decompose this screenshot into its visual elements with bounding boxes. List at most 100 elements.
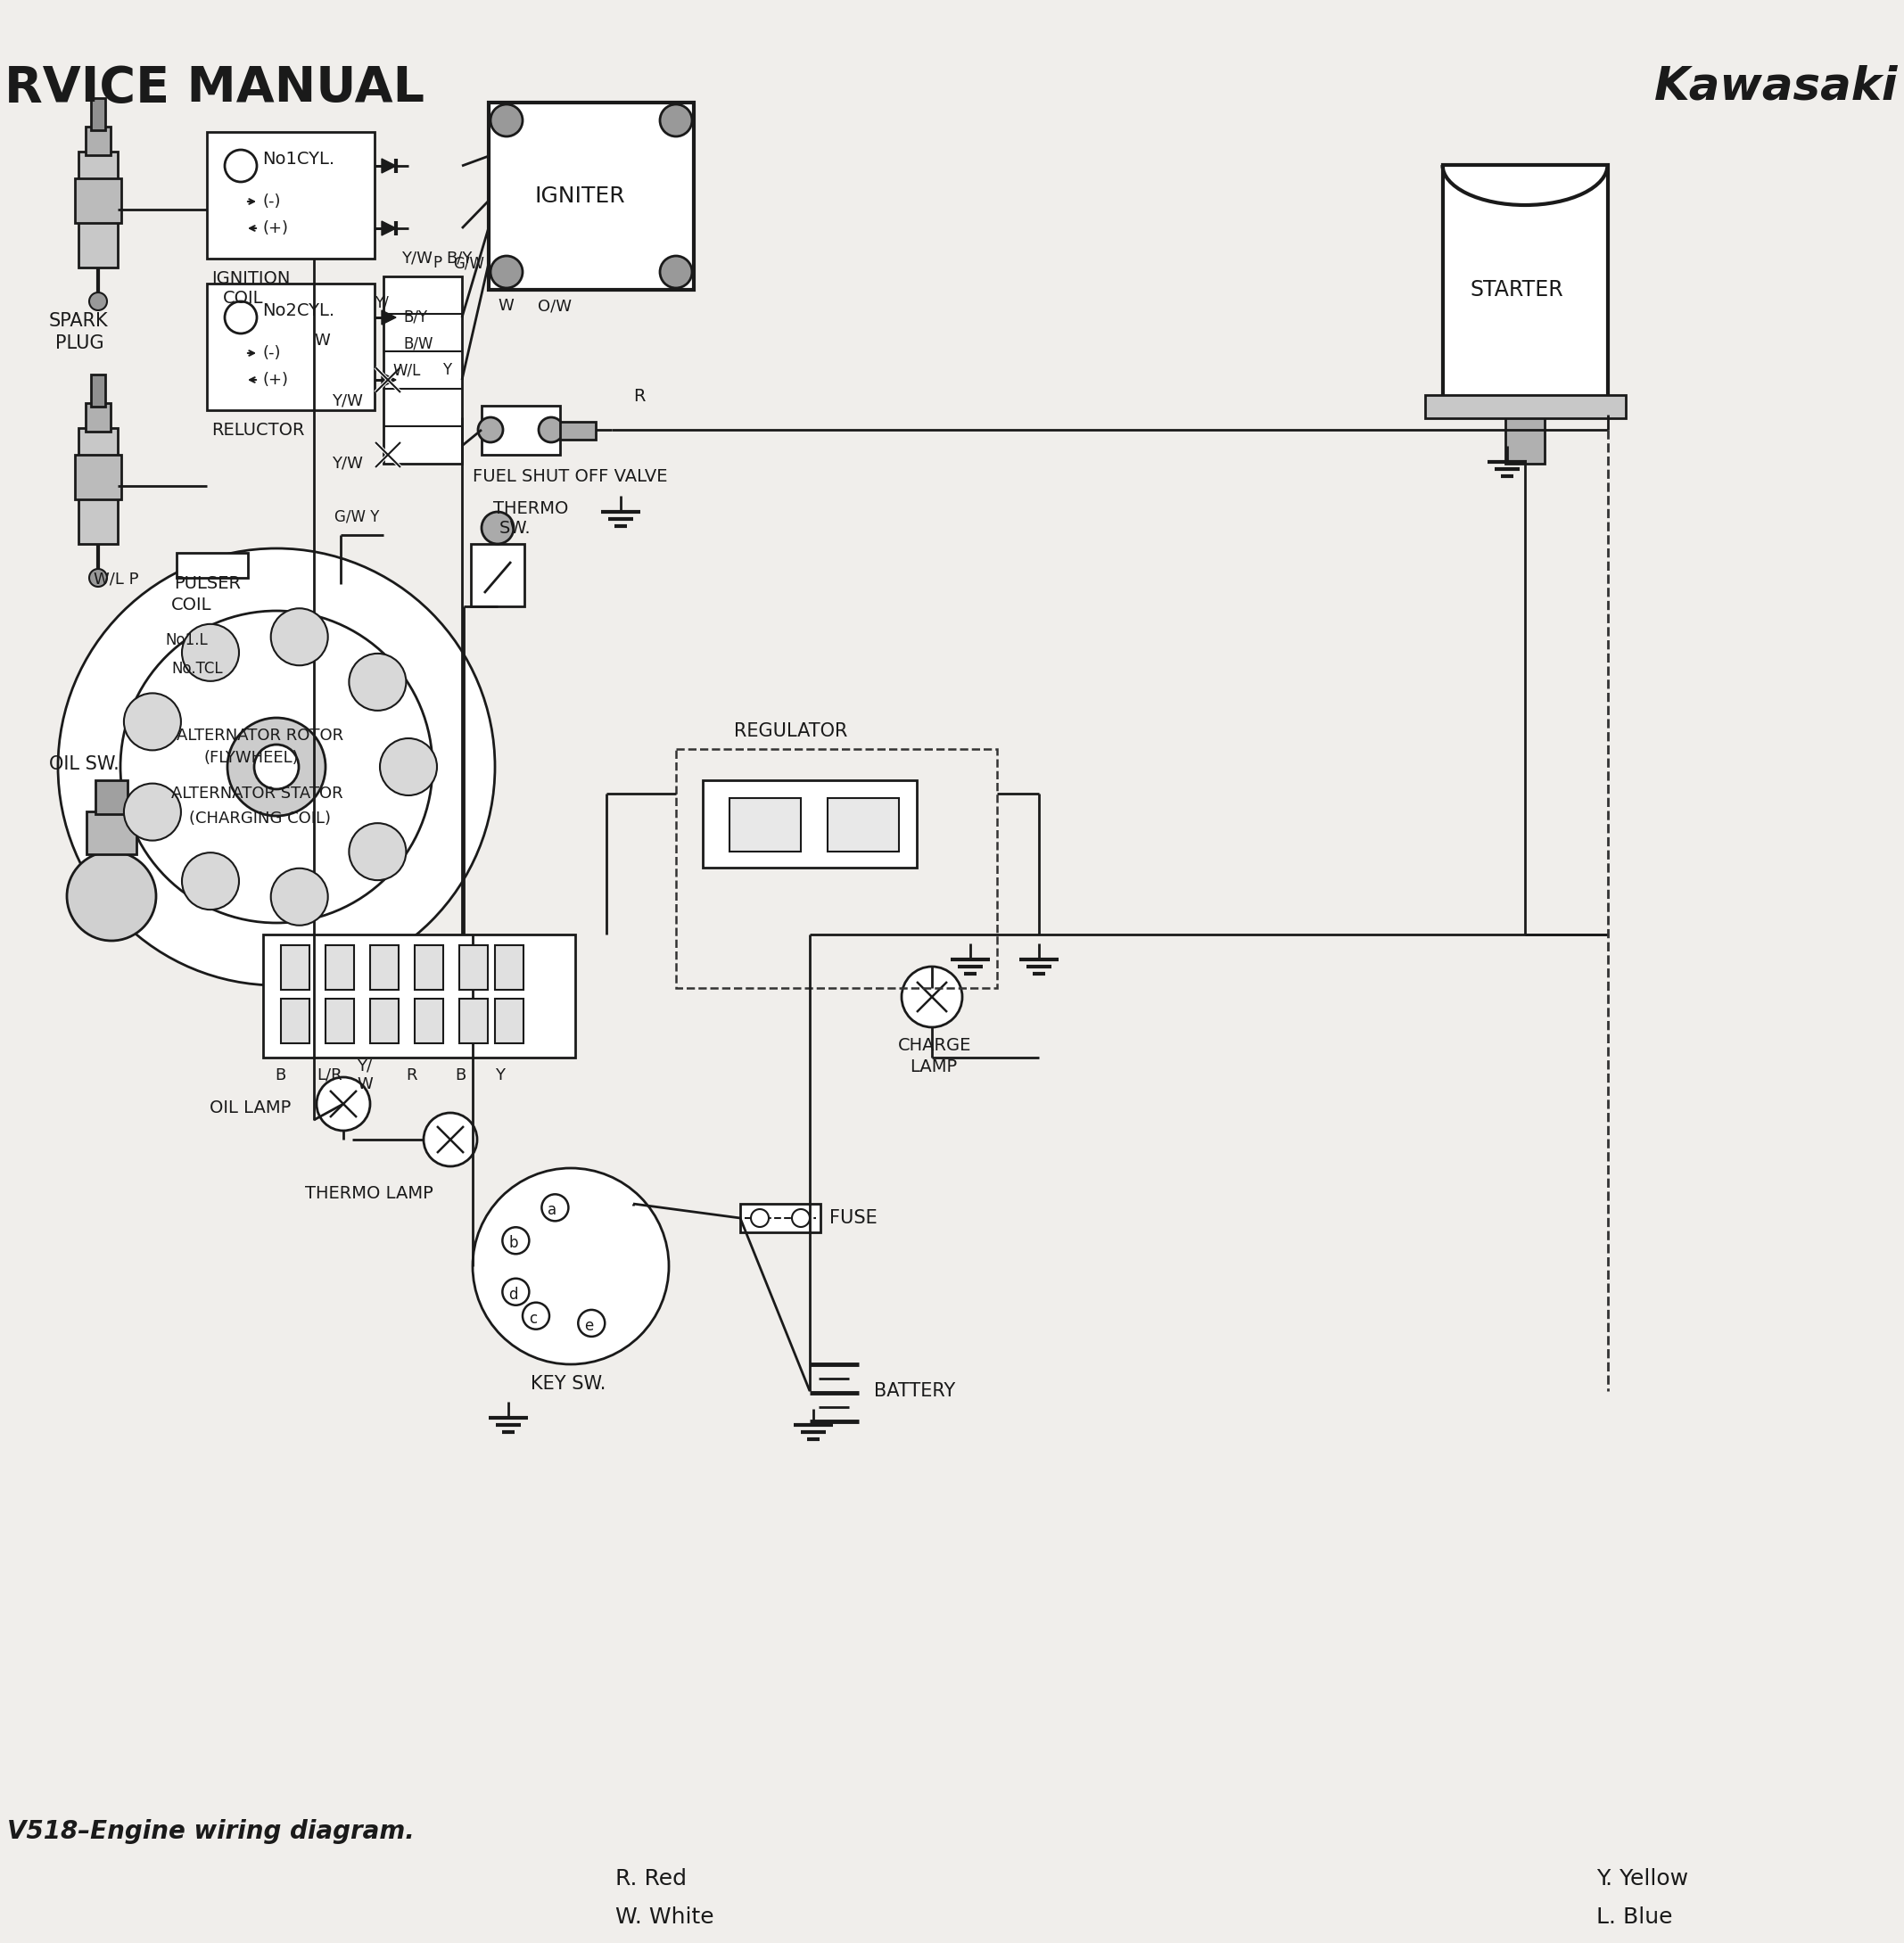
- Circle shape: [124, 783, 181, 841]
- Text: W: W: [314, 332, 329, 348]
- Bar: [91, 375, 105, 406]
- Text: Y. Yellow: Y. Yellow: [1596, 1867, 1689, 1889]
- Circle shape: [124, 694, 181, 750]
- Text: PLUG: PLUG: [55, 334, 105, 352]
- Text: B/W: B/W: [404, 336, 432, 352]
- Text: P: P: [432, 255, 442, 272]
- Circle shape: [270, 869, 327, 925]
- Text: Y/W: Y/W: [402, 251, 432, 266]
- Text: KEY SW.: KEY SW.: [531, 1376, 605, 1393]
- Text: B/Y: B/Y: [404, 309, 426, 324]
- Text: d: d: [508, 1286, 518, 1302]
- Bar: [383, 276, 463, 464]
- Circle shape: [57, 548, 495, 985]
- Bar: [282, 999, 310, 1043]
- Text: FUSE: FUSE: [830, 1209, 878, 1226]
- Text: W: W: [497, 297, 514, 315]
- Text: L/R: L/R: [316, 1067, 343, 1084]
- Text: W. White: W. White: [615, 1906, 714, 1927]
- Text: PULSER: PULSER: [173, 575, 240, 593]
- Circle shape: [482, 511, 514, 544]
- Bar: [282, 944, 310, 989]
- Bar: [208, 132, 375, 258]
- Text: e: e: [585, 1317, 594, 1335]
- Circle shape: [579, 1310, 605, 1337]
- Text: THERMO: THERMO: [493, 499, 569, 517]
- Circle shape: [227, 717, 326, 816]
- Text: W/L: W/L: [392, 361, 421, 379]
- Bar: [495, 999, 524, 1043]
- Text: Y: Y: [442, 361, 451, 379]
- Text: O/W: O/W: [537, 297, 571, 315]
- Text: OIL LAMP: OIL LAMP: [209, 1100, 291, 1117]
- Circle shape: [120, 610, 432, 923]
- Circle shape: [89, 569, 107, 587]
- Text: SPARK: SPARK: [50, 313, 109, 330]
- Bar: [470, 544, 524, 606]
- Circle shape: [491, 105, 522, 136]
- Polygon shape: [381, 159, 396, 173]
- Text: (+): (+): [263, 371, 288, 389]
- Circle shape: [522, 1302, 550, 1329]
- Circle shape: [792, 1209, 809, 1226]
- Text: No1CYL.: No1CYL.: [263, 150, 335, 167]
- Text: IGNITION: IGNITION: [211, 270, 289, 288]
- Text: (-): (-): [263, 346, 280, 361]
- Text: G/W Y: G/W Y: [335, 509, 379, 525]
- Bar: [177, 554, 248, 577]
- Circle shape: [661, 256, 691, 288]
- Circle shape: [503, 1228, 529, 1253]
- Circle shape: [225, 301, 257, 334]
- Circle shape: [183, 624, 240, 682]
- Text: COIL: COIL: [223, 290, 263, 307]
- Bar: [1506, 414, 1544, 464]
- Text: (CHARGING COIL): (CHARGING COIL): [188, 810, 331, 826]
- Text: W/L P: W/L P: [93, 571, 139, 587]
- Text: CHARGE: CHARGE: [899, 1038, 971, 1055]
- Text: G/W: G/W: [453, 255, 484, 272]
- Circle shape: [348, 653, 406, 711]
- Text: LAMP: LAMP: [910, 1059, 958, 1074]
- Text: SW.: SW.: [499, 519, 531, 536]
- Circle shape: [89, 293, 107, 311]
- Bar: [326, 999, 354, 1043]
- Circle shape: [661, 105, 691, 136]
- Bar: [1443, 165, 1607, 414]
- Bar: [86, 126, 110, 155]
- Bar: [1424, 394, 1626, 418]
- Circle shape: [902, 966, 962, 1028]
- Text: ALTERNATOR STATOR: ALTERNATOR STATOR: [171, 785, 343, 802]
- Bar: [78, 152, 118, 268]
- Bar: [415, 999, 444, 1043]
- Text: (FLYWHEEL): (FLYWHEEL): [204, 750, 299, 766]
- Circle shape: [316, 1076, 369, 1131]
- Text: Y/
W: Y/ W: [356, 1059, 373, 1092]
- Bar: [415, 944, 444, 989]
- Circle shape: [491, 256, 522, 288]
- Text: Y: Y: [495, 1067, 505, 1084]
- Bar: [495, 944, 524, 989]
- Circle shape: [67, 851, 156, 940]
- Text: No.TCL: No.TCL: [171, 661, 223, 676]
- Text: R: R: [634, 389, 645, 406]
- Bar: [489, 103, 693, 290]
- Bar: [95, 781, 128, 814]
- Bar: [369, 944, 398, 989]
- Text: Y/W: Y/W: [331, 392, 364, 410]
- Circle shape: [270, 608, 327, 665]
- Text: Y/: Y/: [375, 295, 388, 311]
- Text: a: a: [548, 1203, 558, 1218]
- Circle shape: [348, 824, 406, 880]
- Bar: [828, 799, 899, 851]
- Text: COIL: COIL: [171, 597, 211, 614]
- Bar: [729, 799, 802, 851]
- Text: Y/W: Y/W: [331, 457, 364, 472]
- Bar: [91, 97, 105, 130]
- Polygon shape: [381, 373, 396, 387]
- Circle shape: [183, 853, 240, 909]
- Bar: [459, 944, 487, 989]
- Bar: [703, 781, 916, 869]
- Polygon shape: [381, 222, 396, 235]
- Text: THERMO LAMP: THERMO LAMP: [305, 1185, 434, 1201]
- Text: IGNITER: IGNITER: [535, 185, 626, 206]
